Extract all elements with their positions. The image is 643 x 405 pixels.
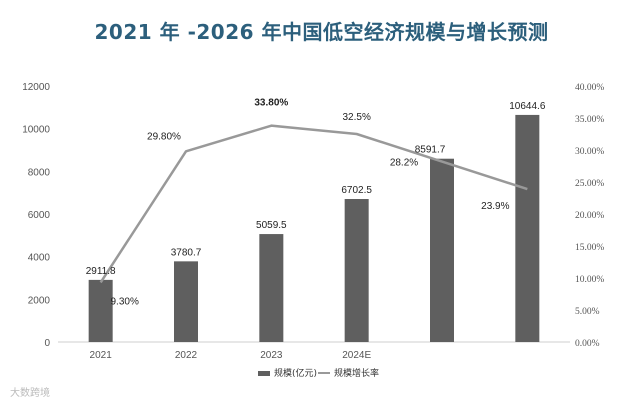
legend: 规模(亿元) 规模增长率 (258, 367, 379, 379)
chart-title: 2021 年 -2026 年中国低空经济规模与增长预测 (94, 20, 549, 44)
x-axis: 2021 2022 2023 2024E (90, 350, 372, 361)
legend-bar-label: 规模(亿元) (274, 367, 317, 379)
y-right-tick-label: 40.00% (575, 83, 604, 93)
y-axis-left: 0 2000 4000 6000 8000 10000 12000 (22, 82, 50, 349)
line-data-label: 28.2% (390, 158, 418, 169)
bar-data-label: 8591.7 (415, 145, 446, 156)
bar (430, 158, 454, 342)
y-left-tick-label: 6000 (28, 210, 51, 221)
x-tick-label: 2023 (260, 350, 283, 361)
x-tick-label: 2022 (175, 350, 198, 361)
y-left-tick-label: 0 (44, 338, 50, 349)
y-left-tick-label: 8000 (28, 167, 51, 178)
line-series (99, 124, 528, 284)
bar-data-label: 2911.8 (86, 266, 116, 277)
bar (259, 234, 284, 342)
legend-bar-swatch (258, 371, 270, 376)
line-data-label: 32.5% (342, 112, 370, 123)
y-right-tick-label: 20.00% (575, 211, 604, 221)
bar-data-labels: 2911.8 3780.7 5059.5 6702.5 8591.7 10644.6 (86, 101, 546, 277)
growth-line (99, 124, 528, 284)
bar-data-label: 5059.5 (256, 220, 287, 231)
y-right-tick-label: 30.00% (575, 147, 604, 157)
bar-data-label: 3780.7 (171, 247, 202, 258)
y-right-tick-label: 5.00% (575, 307, 600, 317)
y-right-tick-label: 10.00% (575, 275, 604, 285)
y-right-tick-label: 35.00% (575, 115, 604, 125)
y-right-tick-label: 0.00% (575, 339, 600, 349)
bar (88, 279, 113, 342)
y-left-tick-label: 2000 (28, 295, 51, 306)
y-left-tick-label: 4000 (28, 253, 51, 264)
line-data-label: 29.80% (147, 131, 181, 142)
x-tick-label: 2021 (90, 350, 113, 361)
y-right-tick-label: 15.00% (575, 243, 604, 253)
bar (174, 261, 198, 342)
bar-data-label: 6702.5 (341, 185, 372, 196)
line-data-labels: 9.30% 29.80% 33.80% 32.5% 28.2% 23.9% (110, 98, 509, 308)
watermark: 大数跨境 (10, 388, 50, 399)
line-data-label: 23.9% (481, 201, 509, 212)
legend-line-label: 规模增长率 (334, 367, 379, 379)
bar (344, 199, 369, 342)
y-left-tick-label: 10000 (22, 125, 50, 136)
bar-series (88, 114, 540, 343)
x-tick-label: 2024E (342, 350, 371, 361)
bar (515, 114, 540, 343)
y-left-tick-label: 12000 (22, 82, 50, 93)
line-data-label: 33.80% (254, 98, 288, 109)
y-axis-right: 0.00% 5.00% 10.00% 15.00% 20.00% 25.00% 30.00%… (575, 83, 604, 349)
y-right-tick-label: 25.00% (575, 179, 604, 189)
line-data-label: 9.30% (110, 296, 138, 307)
bar-data-label: 10644.6 (509, 101, 546, 112)
